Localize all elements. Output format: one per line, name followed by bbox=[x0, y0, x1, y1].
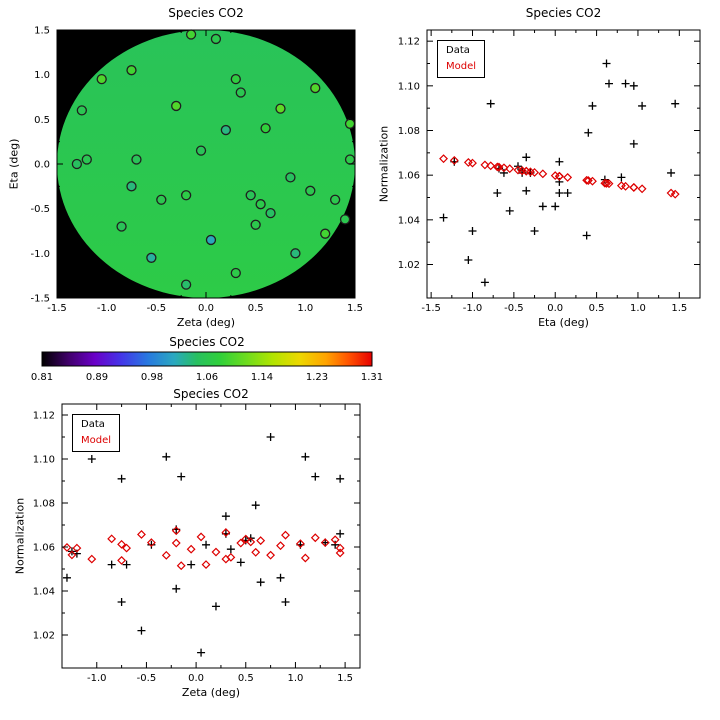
svg-text:0.0: 0.0 bbox=[188, 673, 204, 684]
svg-text:0.81: 0.81 bbox=[31, 372, 53, 383]
svg-text:1.10: 1.10 bbox=[398, 81, 420, 92]
svg-text:0.0: 0.0 bbox=[198, 303, 214, 314]
svg-text:1.06: 1.06 bbox=[33, 543, 55, 554]
svg-text:0.5: 0.5 bbox=[34, 115, 50, 126]
zeta-scatter-xlabel: Zeta (deg) bbox=[181, 686, 241, 699]
data-series bbox=[62, 433, 345, 657]
svg-text:-1.0: -1.0 bbox=[30, 249, 50, 260]
svg-text:1.04: 1.04 bbox=[398, 215, 420, 226]
svg-text:0.89: 0.89 bbox=[86, 372, 108, 383]
map-plot: -1.5 -1.0 -0.5 0.0 0.5 1.0 1.5 -1.5 -1.0 -0.5 0.0 0… bbox=[30, 26, 362, 315]
map-ylabel: Eta (deg) bbox=[7, 138, 21, 190]
svg-text:-1.5: -1.5 bbox=[421, 303, 441, 314]
svg-text:1.5: 1.5 bbox=[347, 303, 363, 314]
zeta-scatter-plot: -1.0 -0.5 0.0 0.5 1.0 1.5 1.02 1.04 1.06 1.08 1.10… bbox=[33, 403, 361, 684]
svg-text:1.31: 1.31 bbox=[361, 372, 383, 383]
zeta-scatter-title: Species CO2 bbox=[173, 387, 249, 401]
svg-text:-1.5: -1.5 bbox=[30, 294, 50, 305]
svg-text:1.23: 1.23 bbox=[306, 372, 328, 383]
svg-text:1.08: 1.08 bbox=[398, 126, 420, 137]
svg-text:0.0: 0.0 bbox=[547, 303, 563, 314]
svg-text:1.02: 1.02 bbox=[398, 260, 420, 271]
svg-text:1.5: 1.5 bbox=[337, 673, 353, 684]
svg-text:-1.0: -1.0 bbox=[463, 303, 483, 314]
legend-model-label: Model bbox=[81, 434, 112, 446]
svg-text:1.08: 1.08 bbox=[33, 499, 55, 510]
svg-text:0.5: 0.5 bbox=[238, 673, 254, 684]
svg-text:0.5: 0.5 bbox=[589, 303, 605, 314]
svg-text:1.02: 1.02 bbox=[33, 631, 55, 642]
svg-text:-0.5: -0.5 bbox=[504, 303, 524, 314]
svg-text:1.06: 1.06 bbox=[196, 372, 218, 383]
axes: -1.0 -0.5 0.0 0.5 1.0 1.5 1.02 1.04 1.06 1.08 1.10… bbox=[33, 403, 361, 684]
svg-text:1.04: 1.04 bbox=[33, 587, 55, 598]
eta-scatter-ylabel: Normalization bbox=[377, 125, 391, 203]
svg-text:-0.5: -0.5 bbox=[147, 303, 167, 314]
svg-text:1.5: 1.5 bbox=[34, 26, 50, 37]
svg-text:0.0: 0.0 bbox=[34, 160, 50, 171]
svg-text:-0.5: -0.5 bbox=[30, 204, 50, 215]
svg-text:0.98: 0.98 bbox=[141, 372, 163, 383]
svg-text:-1.5: -1.5 bbox=[47, 303, 67, 314]
colorbar: 0.81 0.89 0.98 1.06 1.14 1.23 1.31 bbox=[31, 351, 383, 383]
axes: -1.5 -1.0 -0.5 0.0 0.5 1.0 1.5 -1.5 -1.0 -0.5 0.0 0… bbox=[30, 26, 362, 315]
svg-text:1.5: 1.5 bbox=[671, 303, 687, 314]
svg-text:1.06: 1.06 bbox=[398, 171, 420, 182]
svg-text:1.0: 1.0 bbox=[287, 673, 303, 684]
svg-text:1.12: 1.12 bbox=[33, 411, 55, 422]
legend-model-label: Model bbox=[446, 60, 477, 72]
svg-text:-1.0: -1.0 bbox=[87, 673, 107, 684]
axes: -1.5 -1.0 -0.5 0.0 0.5 1.0 1.5 1.02 1.04 1.06 1.08… bbox=[398, 29, 701, 314]
eta-scatter-plot: -1.5 -1.0 -0.5 0.0 0.5 1.0 1.5 1.02 1.04 1.06 1.08… bbox=[398, 29, 701, 314]
svg-text:1.12: 1.12 bbox=[398, 37, 420, 48]
map-title: Species CO2 bbox=[168, 6, 244, 20]
svg-text:-1.0: -1.0 bbox=[97, 303, 117, 314]
map-data-points bbox=[71, 29, 356, 290]
map-xlabel: Zeta (deg) bbox=[176, 316, 236, 329]
svg-text:1.0: 1.0 bbox=[297, 303, 313, 314]
svg-text:0.5: 0.5 bbox=[248, 303, 264, 314]
svg-text:1.0: 1.0 bbox=[630, 303, 646, 314]
legend-data-label: Data bbox=[81, 419, 105, 430]
eta-legend: Data Model bbox=[437, 40, 486, 78]
svg-text:-0.5: -0.5 bbox=[137, 673, 157, 684]
svg-text:1.0: 1.0 bbox=[34, 70, 50, 81]
svg-text:1.14: 1.14 bbox=[251, 372, 273, 383]
eta-scatter-xlabel: Eta (deg) bbox=[538, 316, 589, 329]
model-series bbox=[62, 526, 345, 571]
zeta-legend: Data Model bbox=[72, 414, 121, 452]
eta-scatter-title: Species CO2 bbox=[525, 6, 602, 20]
legend-data-label: Data bbox=[446, 45, 470, 56]
svg-text:1.10: 1.10 bbox=[33, 455, 55, 466]
colorbar-title: Species CO2 bbox=[169, 335, 245, 349]
model-series bbox=[439, 154, 680, 199]
zeta-scatter-ylabel: Normalization bbox=[13, 497, 27, 575]
